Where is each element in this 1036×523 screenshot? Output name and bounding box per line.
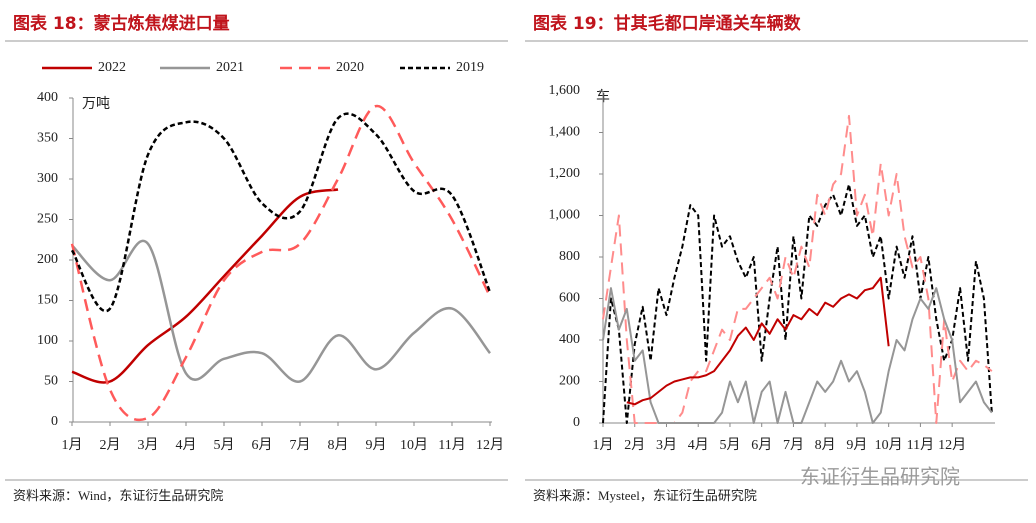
x-tick-label: 12月 bbox=[938, 437, 966, 453]
y-tick-label: 400 bbox=[37, 90, 58, 105]
y-tick-label: 200 bbox=[559, 374, 580, 389]
x-tick-label: 2月 bbox=[624, 437, 645, 453]
x-tick-label: 11月 bbox=[907, 437, 934, 453]
series-line bbox=[602, 114, 993, 424]
x-tick-label: 9月 bbox=[366, 437, 387, 453]
legend-label: 2022 bbox=[98, 60, 126, 75]
y-tick-label: 200 bbox=[37, 252, 58, 267]
y-tick-label: 400 bbox=[559, 332, 580, 347]
legend-label: 2020 bbox=[336, 60, 364, 75]
y-tick-label: 250 bbox=[37, 212, 58, 227]
y-tick-label: 1,600 bbox=[549, 83, 581, 98]
source-note: 资料来源：Wind，东证衍生品研究院 bbox=[13, 488, 223, 503]
y-tick-label: 50 bbox=[44, 374, 58, 389]
x-tick-label: 5月 bbox=[214, 437, 235, 453]
y-tick-label: 350 bbox=[37, 131, 58, 146]
series-line bbox=[602, 183, 993, 424]
series-line bbox=[602, 287, 993, 424]
legend-label: 2019 bbox=[456, 60, 484, 75]
y-tick-label: 1,200 bbox=[549, 166, 581, 181]
x-tick-label: 8月 bbox=[328, 437, 349, 453]
x-tick-label: 10月 bbox=[875, 437, 903, 453]
series-line bbox=[70, 112, 492, 313]
x-tick-label: 4月 bbox=[176, 437, 197, 453]
x-tick-label: 11月 bbox=[438, 437, 465, 453]
x-tick-label: 7月 bbox=[783, 437, 804, 453]
watermark: 东证衍生品研究院 bbox=[800, 465, 960, 489]
source-note: 资料来源：Mysteel，东证衍生品研究院 bbox=[533, 488, 757, 503]
x-tick-label: 1月 bbox=[62, 437, 83, 453]
x-tick-label: 8月 bbox=[815, 437, 836, 453]
x-tick-label: 4月 bbox=[688, 437, 709, 453]
series-line bbox=[626, 276, 890, 406]
y-tick-label: 800 bbox=[559, 249, 580, 264]
x-tick-label: 7月 bbox=[290, 437, 311, 453]
y-tick-label: 100 bbox=[37, 333, 58, 348]
x-tick-label: 5月 bbox=[719, 437, 740, 453]
legend-label: 2021 bbox=[216, 60, 244, 75]
y-tick-label: 1,000 bbox=[549, 208, 581, 223]
y-tick-label: 0 bbox=[573, 415, 580, 430]
y-tick-label: 150 bbox=[37, 293, 58, 308]
x-tick-label: 2月 bbox=[100, 437, 121, 453]
y-tick-label: 1,400 bbox=[549, 125, 581, 140]
x-tick-label: 12月 bbox=[476, 437, 504, 453]
y-tick-label: 0 bbox=[51, 414, 58, 429]
y-tick-label: 600 bbox=[559, 291, 580, 306]
series-line bbox=[70, 104, 492, 422]
x-tick-label: 9月 bbox=[846, 437, 867, 453]
y-tick-label: 300 bbox=[37, 171, 58, 186]
x-tick-label: 6月 bbox=[751, 437, 772, 453]
series-line bbox=[71, 188, 339, 384]
chart-title: 图表 19：甘其毛都口岸通关车辆数 bbox=[533, 13, 802, 34]
y-unit: 万吨 bbox=[82, 96, 110, 112]
x-tick-label: 3月 bbox=[656, 437, 677, 453]
chart-title: 图表 18：蒙古炼焦煤进口量 bbox=[13, 13, 230, 34]
x-tick-label: 1月 bbox=[593, 437, 614, 453]
series-line bbox=[71, 239, 491, 383]
x-tick-label: 10月 bbox=[400, 437, 428, 453]
x-tick-label: 3月 bbox=[138, 437, 159, 453]
x-tick-label: 6月 bbox=[252, 437, 273, 453]
